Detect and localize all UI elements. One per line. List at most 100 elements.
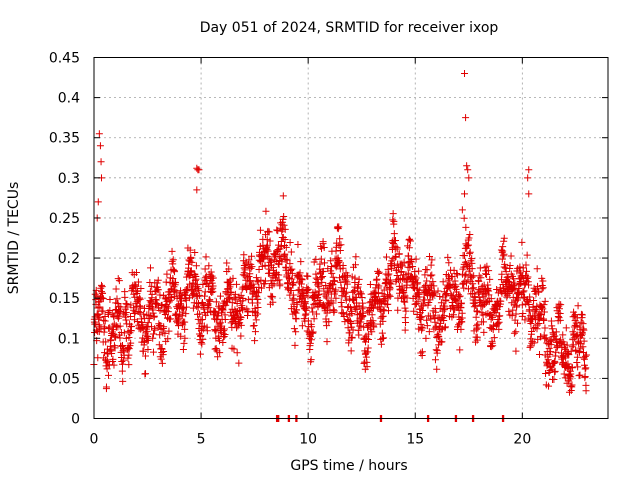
data-point bbox=[287, 266, 295, 274]
data-point bbox=[494, 319, 502, 327]
data-point bbox=[172, 279, 180, 287]
data-point bbox=[111, 333, 119, 341]
data-point bbox=[337, 299, 345, 307]
data-point bbox=[568, 381, 576, 389]
data-point bbox=[363, 348, 371, 356]
data-point bbox=[190, 288, 198, 296]
data-point bbox=[331, 288, 339, 296]
data-point bbox=[167, 286, 175, 294]
data-point bbox=[293, 300, 301, 308]
data-point bbox=[530, 339, 538, 347]
data-point bbox=[119, 360, 127, 368]
data-point bbox=[96, 303, 104, 311]
data-point bbox=[423, 316, 431, 324]
data-point bbox=[551, 367, 559, 375]
data-point bbox=[406, 237, 414, 245]
data-point bbox=[469, 280, 477, 288]
data-point bbox=[581, 352, 589, 360]
data-point bbox=[541, 335, 549, 343]
data-point bbox=[493, 286, 501, 294]
data-point bbox=[498, 255, 506, 263]
data-point bbox=[265, 265, 273, 273]
chart-title: Day 051 of 2024, SRMTID for receiver ixo… bbox=[200, 20, 499, 36]
data-point bbox=[533, 265, 541, 273]
data-point bbox=[453, 271, 461, 279]
data-point bbox=[110, 361, 118, 369]
data-point bbox=[497, 297, 505, 305]
data-point bbox=[281, 225, 289, 233]
data-point bbox=[556, 316, 564, 324]
data-point bbox=[377, 340, 385, 348]
data-point bbox=[429, 278, 437, 286]
data-point bbox=[327, 257, 335, 265]
data-point bbox=[182, 303, 190, 311]
y-tick-label: 0.2 bbox=[58, 251, 80, 267]
data-point bbox=[572, 333, 580, 341]
data-point bbox=[257, 276, 265, 284]
data-point bbox=[390, 261, 398, 269]
data-point bbox=[441, 323, 449, 331]
data-point bbox=[349, 288, 357, 296]
data-point bbox=[475, 272, 483, 280]
plot-frame bbox=[93, 57, 609, 419]
data-point bbox=[219, 338, 227, 346]
data-point bbox=[186, 268, 194, 276]
data-point bbox=[162, 278, 170, 286]
data-point bbox=[332, 286, 340, 294]
data-point bbox=[539, 284, 547, 292]
data-point bbox=[580, 355, 588, 363]
data-point bbox=[292, 315, 300, 323]
data-point bbox=[512, 310, 520, 318]
x-tick-label: 0 bbox=[90, 432, 99, 448]
data-point bbox=[282, 243, 290, 251]
data-point bbox=[500, 250, 508, 258]
data-point bbox=[336, 247, 344, 255]
data-point bbox=[157, 355, 165, 363]
data-point bbox=[195, 166, 203, 174]
data-point bbox=[395, 250, 403, 258]
data-point bbox=[391, 253, 399, 261]
data-point bbox=[540, 316, 548, 324]
data-point bbox=[344, 324, 352, 332]
data-point bbox=[386, 292, 394, 300]
data-point bbox=[220, 325, 228, 333]
data-point bbox=[427, 272, 435, 280]
data-point bbox=[338, 303, 346, 311]
data-point bbox=[288, 275, 296, 283]
data-point bbox=[165, 298, 173, 306]
data-point bbox=[462, 279, 470, 287]
data-point bbox=[528, 327, 536, 335]
data-point bbox=[513, 302, 521, 310]
data-point bbox=[115, 277, 123, 285]
data-point bbox=[477, 301, 485, 309]
data-point bbox=[578, 330, 586, 338]
data-point bbox=[487, 343, 495, 351]
data-point bbox=[411, 284, 419, 292]
data-point bbox=[201, 288, 209, 296]
data-point bbox=[102, 338, 110, 346]
y-tick-labels: 0 0.05 0.1 0.15 0.2 0.25 0.3 0.35 0.4 0.45 bbox=[49, 51, 80, 428]
data-point bbox=[568, 343, 576, 351]
data-point bbox=[545, 344, 553, 352]
data-point bbox=[184, 284, 192, 292]
data-point bbox=[533, 321, 541, 329]
data-point bbox=[564, 362, 572, 370]
data-point bbox=[146, 264, 154, 272]
data-point bbox=[105, 324, 113, 332]
data-point bbox=[574, 363, 582, 371]
data-point bbox=[552, 348, 560, 356]
data-point bbox=[319, 238, 327, 246]
data-point bbox=[400, 289, 408, 297]
data-point bbox=[385, 307, 393, 315]
data-point bbox=[358, 313, 366, 321]
x-axis-label: GPS time / hours bbox=[290, 458, 407, 474]
data-point bbox=[226, 295, 234, 303]
data-point bbox=[323, 294, 331, 302]
data-point bbox=[441, 302, 449, 310]
data-point bbox=[433, 347, 441, 355]
data-point bbox=[400, 297, 408, 305]
data-point bbox=[500, 234, 508, 242]
data-point bbox=[304, 286, 312, 294]
data-point bbox=[495, 325, 503, 333]
data-point bbox=[575, 348, 583, 356]
